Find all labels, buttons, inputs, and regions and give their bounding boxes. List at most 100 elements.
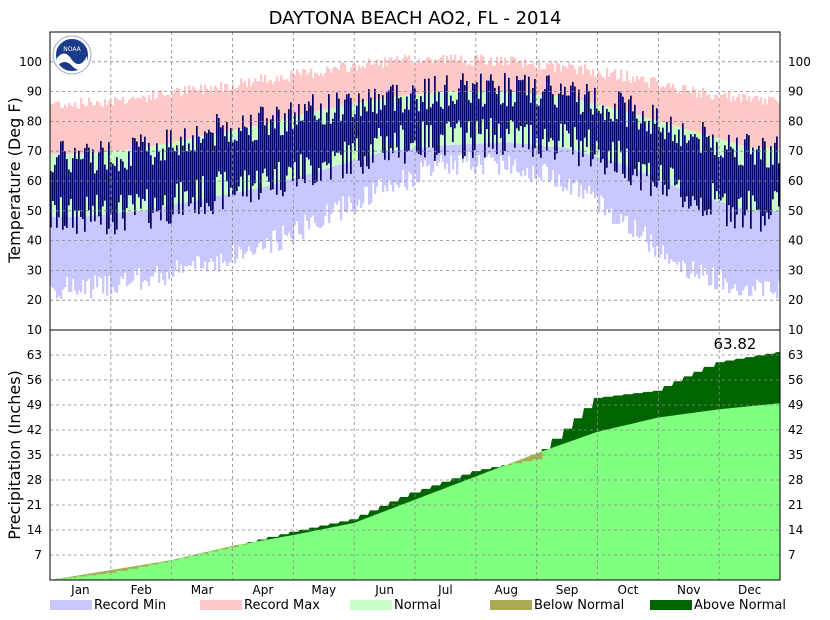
record-max-bar [284,79,287,120]
record-min-bar [104,214,107,277]
record-max-bar [252,82,255,127]
record-min-bar [348,161,351,197]
record-max-bar [706,95,709,136]
actual-temp-bar [542,91,544,140]
record-max-bar [370,64,373,101]
record-min-bar [216,196,219,257]
actual-temp-bar [574,86,576,128]
temp-tick-label-left: 70 [27,144,42,158]
below-normal-bar [210,550,213,552]
record-max-bar [438,59,441,93]
actual-temp-bar [450,95,452,128]
annual-total-label: 63.82 [714,335,757,353]
month-tick-label: Jan [70,583,90,597]
record-min-bar [514,143,517,160]
record-min-bar [728,204,731,294]
record-max-bar [518,61,521,93]
actual-temp-bar [470,102,472,138]
record-max-bar [372,64,375,101]
record-min-bar [332,166,335,210]
record-min-bar [100,214,103,279]
record-max-bar [654,77,657,121]
record-min-bar [570,149,573,195]
record-max-bar [514,57,517,93]
record-max-bar [728,91,731,142]
actual-temp-bar [428,78,430,148]
below-normal-bar [236,545,239,548]
record-min-bar [148,209,151,286]
record-min-bar [636,169,639,237]
precip-tick-label-right: 56 [788,373,803,387]
actual-temp-bar [246,127,248,197]
actual-temp-bar [528,76,530,150]
record-min-bar [682,189,685,261]
record-max-bar [384,57,387,98]
record-max-bar [186,93,189,140]
actual-temp-bar [240,130,242,177]
record-min-bar [108,214,111,277]
record-min-bar [632,167,635,238]
record-min-bar [84,216,87,295]
actual-temp-bar [186,151,188,192]
actual-temp-bar [774,142,776,192]
record-max-bar [704,91,707,135]
actual-temp-bar [344,99,346,142]
actual-temp-bar [126,169,128,209]
below-normal-bar [70,576,73,578]
record-max-bar [730,101,733,143]
record-max-bar [506,64,509,92]
actual-temp-bar [532,87,534,157]
below-normal-bar [246,543,249,545]
record-max-bar [272,84,275,123]
record-max-bar [380,60,383,99]
below-normal-bar [132,566,135,569]
actual-temp-bar [714,154,716,200]
record-min-bar [250,189,253,252]
record-min-bar [702,196,705,276]
record-min-bar [676,187,679,265]
record-max-bar [634,81,637,115]
record-min-bar [390,150,393,185]
record-min-bar [598,157,601,213]
actual-temp-bar [522,79,524,148]
record-min-bar [498,142,501,175]
record-max-bar [296,69,299,117]
record-min-bar [252,189,255,255]
record-min-bar [118,213,121,285]
record-max-bar [390,57,393,98]
month-tick-label: Oct [618,583,639,597]
actual-temp-bar [702,122,704,216]
record-min-bar [582,152,585,199]
actual-temp-bar [392,84,394,154]
record-max-bar [348,71,351,105]
record-min-bar [604,159,607,216]
record-min-bar [474,143,477,174]
record-min-bar [618,163,621,224]
record-min-bar [680,189,683,272]
record-min-bar [396,150,399,185]
actual-temp-bar [648,120,650,163]
record-max-bar [94,104,97,153]
precip-tick-label-right: 63 [788,348,803,362]
record-max-bar [760,97,763,149]
actual-temp-bar [504,72,506,151]
record-min-bar [416,148,419,181]
actual-temp-bar [582,111,584,157]
record-min-bar [290,178,293,238]
record-max-bar [256,81,259,126]
record-min-bar [644,173,647,227]
record-max-bar [60,107,63,155]
record-max-bar [240,78,243,129]
record-min-bar [650,175,653,235]
record-max-bar [700,97,703,134]
record-max-bar [52,104,55,155]
record-min-bar [50,216,53,287]
record-min-bar [740,207,743,296]
record-min-bar [78,216,81,291]
record-max-bar [260,74,263,125]
record-min-bar [452,144,455,170]
record-min-bar [672,185,675,262]
actual-temp-bar [192,135,194,198]
record-max-bar [170,97,173,143]
actual-temp-bar [202,138,204,177]
